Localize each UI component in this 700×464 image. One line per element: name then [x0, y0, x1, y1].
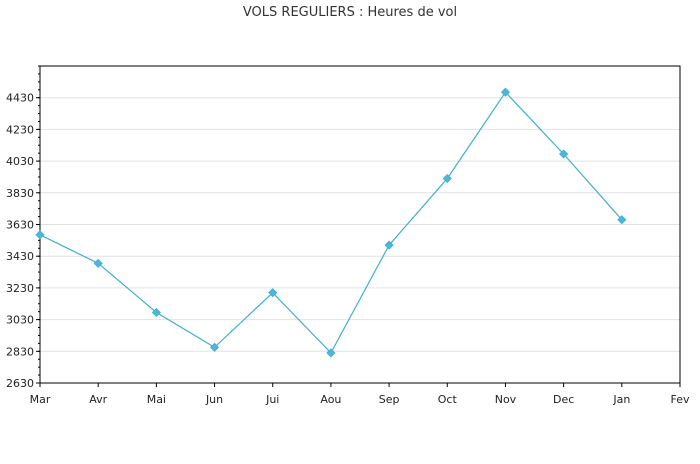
y-tick-label: 3230	[6, 282, 34, 295]
chart-title: VOLS REGULIERS : Heures de vol	[242, 5, 458, 20]
x-tick-label: Aou	[320, 393, 341, 406]
x-tick-label: Mai	[147, 393, 166, 406]
data-point	[151, 307, 161, 318]
data-point	[500, 87, 511, 97]
data-point	[617, 215, 627, 225]
y-tick-label: 3030	[6, 314, 34, 327]
grid-lines	[40, 97, 680, 352]
x-tick-label: Jan	[612, 393, 630, 406]
y-tick-label: 3430	[6, 250, 34, 263]
x-tick-label: Sep	[379, 393, 400, 406]
x-tick-label: Mar	[30, 393, 51, 406]
data-point	[93, 258, 103, 268]
y-tick-label: 4030	[6, 155, 34, 168]
series-path	[39, 91, 623, 354]
y-tick-label: 3630	[6, 219, 34, 232]
data-point	[35, 230, 45, 240]
data-point	[209, 342, 220, 352]
x-tick-label: Dec	[553, 393, 574, 406]
data-point	[559, 149, 569, 159]
x-tick-label: Oct	[438, 393, 458, 406]
y-tick-label: 4430	[6, 92, 34, 105]
axes: 2630 2830 3030 3230 3430 3630 3830 4030 4230 4430…	[6, 65, 690, 406]
y-tick-label: 4230	[6, 123, 34, 136]
y-tick-label: 3830	[6, 187, 34, 200]
y-tick-label: 2830	[6, 345, 34, 358]
data-point	[326, 348, 336, 358]
data-point	[442, 173, 452, 184]
series-line	[39, 91, 623, 354]
x-tick-label: Fev	[670, 393, 689, 406]
data-point	[268, 288, 278, 298]
x-tick-label: Jun	[205, 393, 223, 406]
x-tick-label: Nov	[495, 393, 517, 406]
x-tick-label: Jui	[265, 393, 279, 406]
y-tick-label: 2630	[6, 377, 34, 390]
x-tick-label: Avr	[89, 393, 107, 406]
series-markers	[35, 87, 627, 358]
data-point	[384, 240, 394, 250]
